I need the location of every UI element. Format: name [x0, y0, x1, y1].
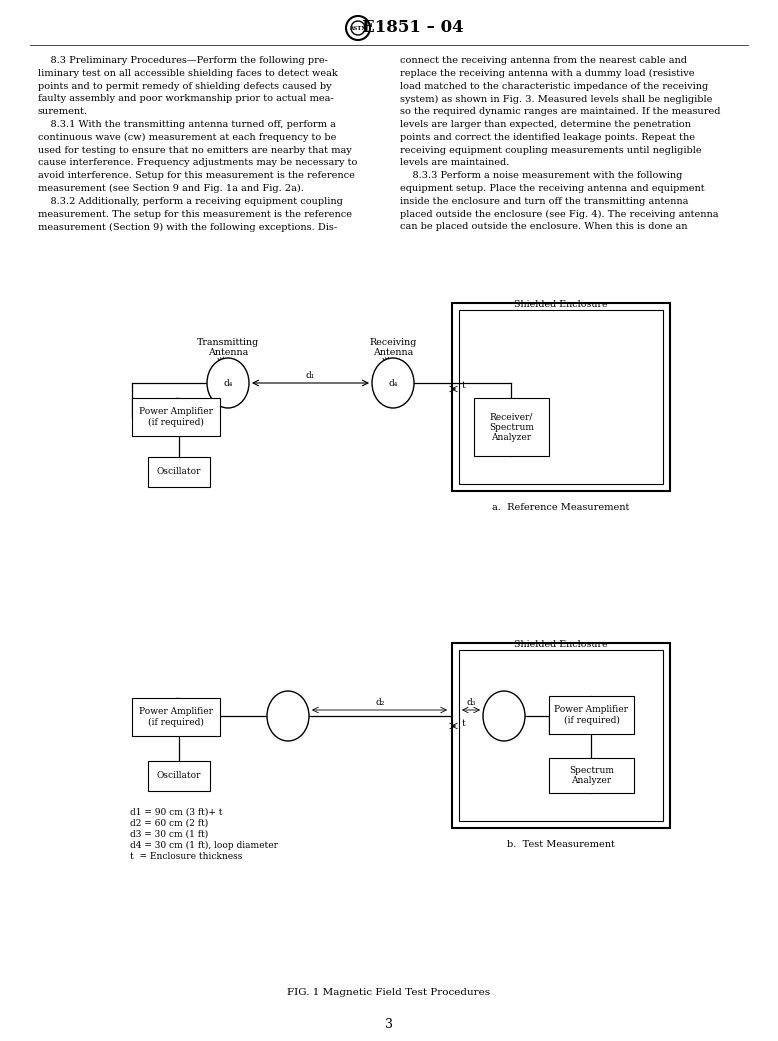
Text: d3 = 30 cm (1 ft): d3 = 30 cm (1 ft) [130, 830, 209, 839]
Text: Power Amplifier
(if required): Power Amplifier (if required) [139, 707, 213, 727]
Text: b.  Test Measurement: b. Test Measurement [507, 840, 615, 849]
Text: Shielded Enclosure: Shielded Enclosure [514, 640, 608, 649]
Text: levels are larger than expected, determine the penetration: levels are larger than expected, determi… [400, 120, 691, 129]
Text: load matched to the characteristic impedance of the receiving: load matched to the characteristic imped… [400, 81, 708, 91]
Text: cause interference. Frequency adjustments may be necessary to: cause interference. Frequency adjustment… [38, 158, 357, 168]
Text: t  = Enclosure thickness: t = Enclosure thickness [130, 852, 243, 861]
Bar [549, 758, 634, 793]
Text: receiving equipment coupling measurements until negligible: receiving equipment coupling measurement… [400, 146, 702, 155]
Text: replace the receiving antenna with a dummy load (resistive: replace the receiving antenna with a dum… [400, 69, 695, 78]
Text: Spectrum
Analyzer: Spectrum Analyzer [569, 766, 614, 785]
Text: used for testing to ensure that no emitters are nearby that may: used for testing to ensure that no emitt… [38, 146, 352, 155]
Text: ASTM: ASTM [349, 25, 367, 30]
Text: Oscillator: Oscillator [156, 467, 202, 477]
Text: 8.3.3 Perform a noise measurement with the following: 8.3.3 Perform a noise measurement with t… [400, 171, 682, 180]
Text: Power Amplifier
(if required): Power Amplifier (if required) [139, 407, 213, 427]
Text: d₄: d₄ [388, 379, 398, 387]
Bar [132, 699, 220, 736]
Text: d4 = 30 cm (1 ft), loop diameter: d4 = 30 cm (1 ft), loop diameter [130, 841, 278, 850]
Ellipse shape [207, 358, 249, 408]
Text: Receiver/
Spectrum
Analyzer: Receiver/ Spectrum Analyzer [489, 412, 534, 441]
Text: t: t [462, 381, 466, 390]
Bar [549, 696, 634, 734]
Text: 8.3.2 Additionally, perform a receiving equipment coupling: 8.3.2 Additionally, perform a receiving … [38, 197, 343, 206]
Ellipse shape [372, 358, 414, 408]
Text: FIG. 1 Magnetic Field Test Procedures: FIG. 1 Magnetic Field Test Procedures [287, 988, 491, 997]
Text: 8.3 Preliminary Procedures—Perform the following pre-: 8.3 Preliminary Procedures—Perform the f… [38, 56, 328, 65]
Text: avoid interference. Setup for this measurement is the reference: avoid interference. Setup for this measu… [38, 171, 355, 180]
Text: connect the receiving antenna from the nearest cable and: connect the receiving antenna from the n… [400, 56, 687, 65]
Bar [148, 457, 210, 487]
Bar [459, 310, 663, 484]
Text: Power Amplifier
(if required): Power Amplifier (if required) [555, 705, 629, 725]
Bar [474, 398, 549, 456]
Text: d₃: d₃ [466, 699, 475, 707]
Text: can be placed outside the enclosure. When this is done an: can be placed outside the enclosure. Whe… [400, 223, 688, 231]
Text: 8.3.1 With the transmitting antenna turned off, perform a: 8.3.1 With the transmitting antenna turn… [38, 120, 336, 129]
Text: d₁: d₁ [306, 371, 315, 380]
Text: inside the enclosure and turn off the transmitting antenna: inside the enclosure and turn off the tr… [400, 197, 689, 206]
Text: E1851 – 04: E1851 – 04 [363, 20, 464, 36]
Text: d₄: d₄ [223, 379, 233, 387]
Text: measurement. The setup for this measurement is the reference: measurement. The setup for this measurem… [38, 209, 352, 219]
Bar [148, 761, 210, 791]
Text: Oscillator: Oscillator [156, 771, 202, 781]
Bar [459, 650, 663, 821]
Text: levels are maintained.: levels are maintained. [400, 158, 510, 168]
Text: measurement (Section 9) with the following exceptions. Dis-: measurement (Section 9) with the followi… [38, 223, 337, 231]
Text: faulty assembly and poor workmanship prior to actual mea-: faulty assembly and poor workmanship pri… [38, 95, 334, 103]
Text: equipment setup. Place the receiving antenna and equipment: equipment setup. Place the receiving ant… [400, 184, 705, 193]
Bar [132, 398, 220, 436]
Text: so the required dynamic ranges are maintained. If the measured: so the required dynamic ranges are maint… [400, 107, 720, 117]
Text: d1 = 90 cm (3 ft)+ t: d1 = 90 cm (3 ft)+ t [130, 808, 223, 817]
Text: t: t [462, 718, 466, 728]
Text: Receiving
Antenna: Receiving Antenna [370, 338, 417, 357]
Text: system) as shown in Fig. 3. Measured levels shall be negligible: system) as shown in Fig. 3. Measured lev… [400, 95, 713, 103]
Text: points and correct the identified leakage points. Repeat the: points and correct the identified leakag… [400, 133, 695, 142]
Bar [452, 303, 670, 491]
Bar [452, 643, 670, 828]
Ellipse shape [483, 691, 525, 741]
Text: 3: 3 [385, 1018, 393, 1031]
Text: continuous wave (cw) measurement at each frequency to be: continuous wave (cw) measurement at each… [38, 133, 336, 142]
Text: a.  Reference Measurement: a. Reference Measurement [492, 503, 629, 512]
Text: Shielded Enclosure: Shielded Enclosure [514, 300, 608, 309]
Text: d2 = 60 cm (2 ft): d2 = 60 cm (2 ft) [130, 819, 209, 828]
Text: Transmitting
Antenna: Transmitting Antenna [197, 338, 259, 357]
Text: d₂: d₂ [376, 699, 385, 707]
Ellipse shape [267, 691, 309, 741]
Text: measurement (see Section 9 and Fig. 1a and Fig. 2a).: measurement (see Section 9 and Fig. 1a a… [38, 184, 304, 194]
Text: liminary test on all accessible shielding faces to detect weak: liminary test on all accessible shieldin… [38, 69, 338, 78]
Text: placed outside the enclosure (see Fig. 4). The receiving antenna: placed outside the enclosure (see Fig. 4… [400, 209, 719, 219]
Text: points and to permit remedy of shielding defects caused by: points and to permit remedy of shielding… [38, 81, 331, 91]
Text: surement.: surement. [38, 107, 88, 117]
